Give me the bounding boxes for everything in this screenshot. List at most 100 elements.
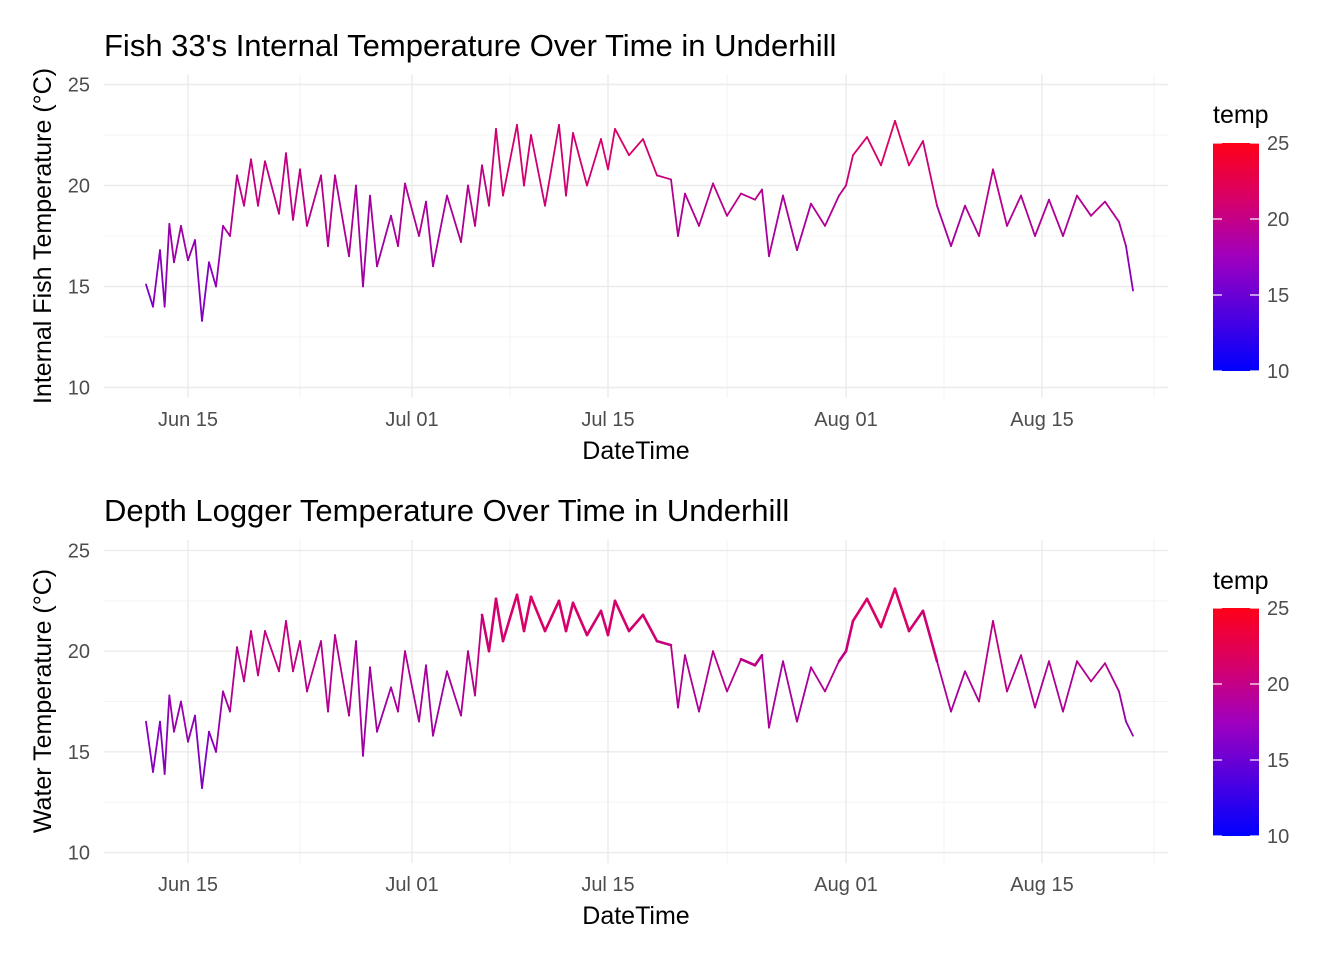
line-segment xyxy=(173,700,182,733)
legend-break-label: 20 xyxy=(1267,209,1289,231)
legend-break-label: 10 xyxy=(1267,826,1289,848)
gridlines xyxy=(104,74,1168,398)
line-segment xyxy=(1125,245,1134,292)
line-segment xyxy=(390,214,399,247)
line-segment xyxy=(670,644,679,709)
line-segment xyxy=(837,649,848,663)
line-segment xyxy=(824,194,840,227)
line-segment xyxy=(922,140,938,207)
line-segment xyxy=(1090,200,1106,217)
x-axis-label: DateTime xyxy=(582,902,689,930)
line-segment xyxy=(474,614,483,697)
line-segment xyxy=(145,283,154,308)
x-tick-label: Aug 01 xyxy=(814,409,877,431)
y-tick-label: 10 xyxy=(68,843,90,865)
line-segment xyxy=(866,136,882,167)
y-tick-label: 10 xyxy=(68,377,90,399)
line-segment xyxy=(488,128,497,207)
line-segment xyxy=(348,184,357,258)
line-segment xyxy=(1006,654,1022,693)
y-tick-labels: 10 15 20 25 xyxy=(68,540,90,864)
line-segment xyxy=(348,640,357,717)
line-segment xyxy=(739,657,757,667)
y-tick-label: 15 xyxy=(68,276,90,298)
line-segment xyxy=(299,168,308,227)
chart-panel-fish: Fish 33's Internal Temperature Over Time… xyxy=(29,28,1289,465)
line-segment xyxy=(222,690,231,713)
line-segment xyxy=(1104,662,1120,693)
line-segment xyxy=(334,634,350,717)
line-segment xyxy=(1104,200,1120,223)
line-segment xyxy=(565,132,574,197)
line-segment xyxy=(467,184,476,227)
line-segment xyxy=(964,204,980,237)
x-tick-label: Jun 15 xyxy=(158,874,218,896)
line-segment xyxy=(502,124,518,197)
line-segment xyxy=(299,640,308,693)
line-segment xyxy=(824,660,840,693)
line-segment xyxy=(796,202,812,252)
line-segment xyxy=(1048,198,1064,237)
line-segment xyxy=(936,660,952,713)
y-tick-label: 25 xyxy=(68,540,90,562)
temperature-line xyxy=(145,119,1134,322)
line-segment xyxy=(278,152,287,215)
line-segment xyxy=(208,261,217,288)
line-segment xyxy=(978,620,994,703)
line-segment xyxy=(529,595,547,633)
line-segment xyxy=(1062,194,1078,237)
legend-break-label: 20 xyxy=(1267,674,1289,696)
line-segment xyxy=(992,620,1008,693)
line-segment xyxy=(425,664,434,737)
line-segment xyxy=(481,164,490,207)
legend-title: temp xyxy=(1213,567,1269,595)
line-segment xyxy=(1006,194,1022,227)
line-segment xyxy=(782,660,798,723)
line-segment xyxy=(530,134,546,207)
line-segment xyxy=(614,128,630,157)
line-segment xyxy=(163,222,171,308)
gridlines xyxy=(104,540,1168,863)
line-segment xyxy=(152,249,161,308)
line-segment xyxy=(761,654,770,729)
line-segment xyxy=(558,124,567,197)
line-segment xyxy=(1125,720,1134,737)
line-segment xyxy=(362,194,371,288)
line-segment xyxy=(1076,660,1092,683)
line-segment xyxy=(641,613,659,643)
line-segment xyxy=(397,650,406,713)
line-segment xyxy=(264,160,280,215)
legend-break-label: 10 xyxy=(1267,361,1289,383)
line-segment xyxy=(810,202,826,227)
y-axis-label: Water Temperature (°C) xyxy=(29,569,57,833)
y-tick-label: 15 xyxy=(68,742,90,764)
line-segment xyxy=(201,730,210,789)
line-segment xyxy=(222,225,231,237)
line-segment xyxy=(467,650,476,697)
line-segment xyxy=(712,182,728,217)
line-segment xyxy=(306,174,322,227)
line-segment xyxy=(1020,654,1036,709)
x-tick-label: Aug 01 xyxy=(814,874,877,896)
line-segment xyxy=(180,225,189,262)
line-segment xyxy=(754,188,763,201)
line-segment xyxy=(418,200,427,237)
line-segment xyxy=(480,613,491,653)
line-segment xyxy=(425,200,434,268)
legend-break-label: 15 xyxy=(1267,285,1289,307)
colorbar xyxy=(1213,608,1259,836)
y-tick-label: 25 xyxy=(68,75,90,97)
line-segment xyxy=(236,646,245,683)
line-segment xyxy=(460,650,469,717)
line-segment xyxy=(586,138,602,187)
line-segment xyxy=(852,136,868,157)
line-segment xyxy=(1062,660,1078,713)
line-segment xyxy=(250,630,259,677)
line-segment xyxy=(642,138,658,177)
y-tick-label: 20 xyxy=(68,641,90,663)
y-axis-label: Internal Fish Temperature (°C) xyxy=(29,68,57,404)
y-tick-label: 20 xyxy=(68,176,90,198)
x-tick-labels: Jun 15 Jul 01 Jul 15 Aug 01 Aug 15 xyxy=(158,874,1074,896)
line-segment xyxy=(613,599,631,633)
